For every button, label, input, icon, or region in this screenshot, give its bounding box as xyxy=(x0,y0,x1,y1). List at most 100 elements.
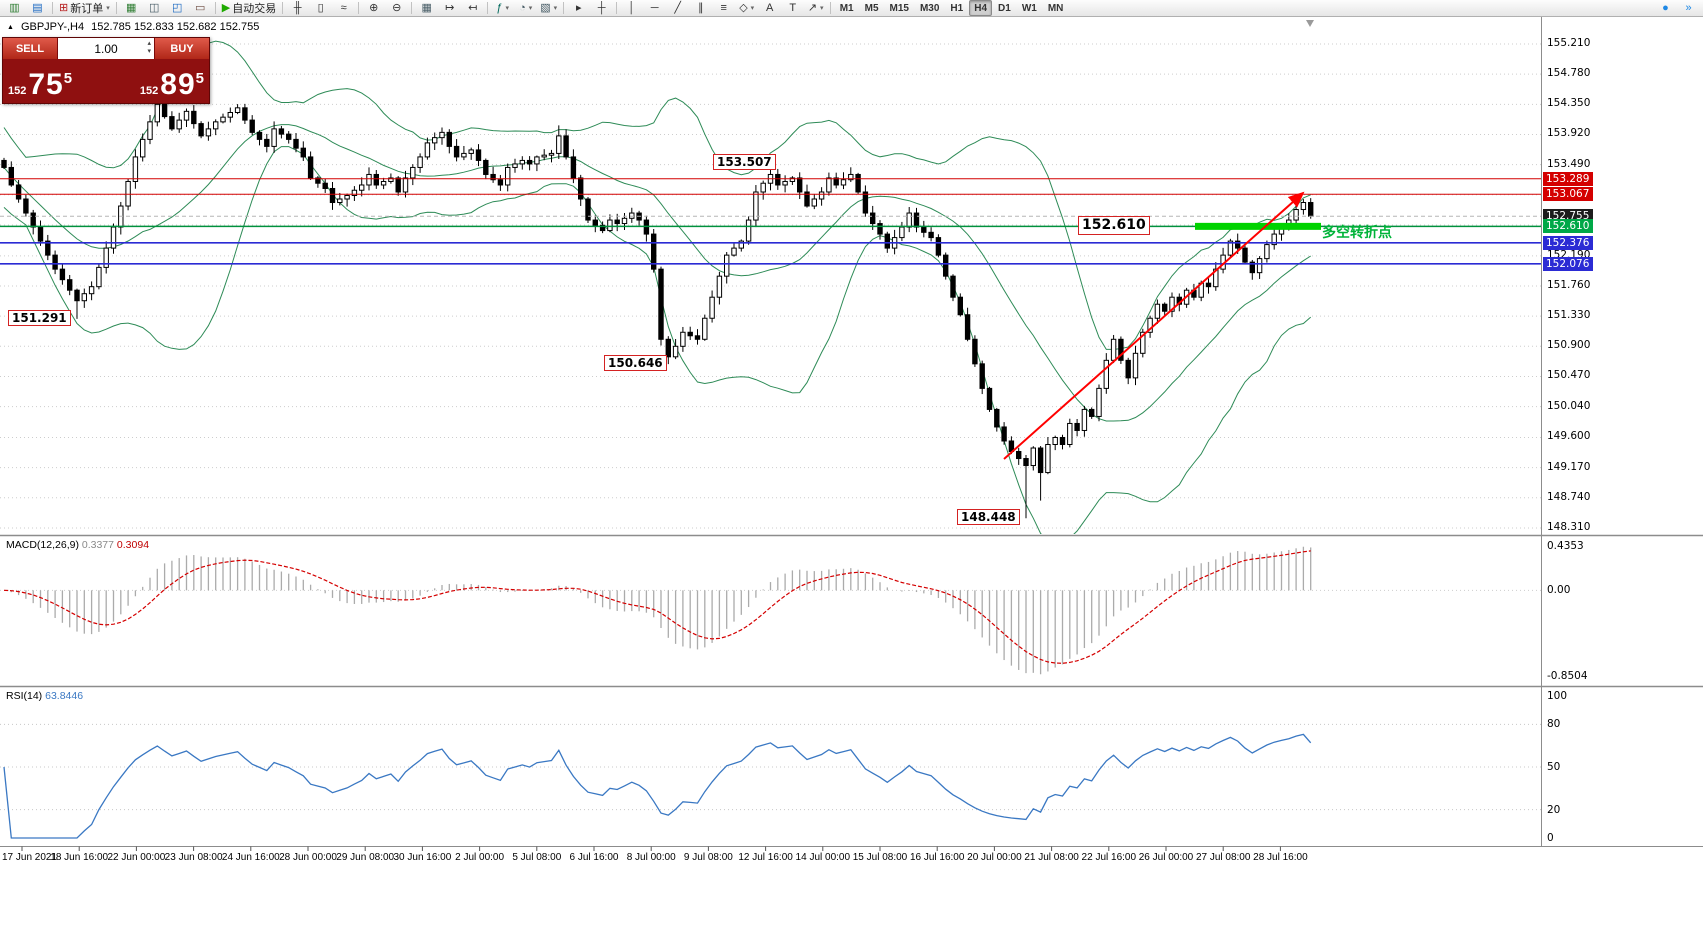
autotrade-button: ▶ xyxy=(221,1,231,14)
text-icon[interactable]: A xyxy=(758,0,781,17)
price-label-object[interactable]: 148.448 xyxy=(957,509,1020,526)
overflow-icon[interactable]: » xyxy=(1677,0,1700,17)
community-icon[interactable]: ● xyxy=(1654,0,1677,17)
tile-windows-icon[interactable]: ▦ xyxy=(415,0,438,17)
timeframe-button-d1[interactable]: D1 xyxy=(998,2,1011,14)
navigator-icon[interactable]: ◰ xyxy=(166,0,189,17)
price-label-object[interactable]: 150.646 xyxy=(604,355,667,372)
channel-icon[interactable]: ∥ xyxy=(689,0,712,17)
price-label-object[interactable]: 152.610 xyxy=(1078,216,1150,236)
time-label: 21 Jul 08:00 xyxy=(1024,852,1079,863)
new-chart-icon[interactable]: ▥ xyxy=(3,0,26,17)
chart-shift-icon: ↤ xyxy=(468,1,478,14)
arrows-icon[interactable]: ↗ ▾ xyxy=(804,0,827,17)
volume-field: ▴ ▾ xyxy=(57,38,155,59)
trendline-icon[interactable]: ╱ xyxy=(666,0,689,17)
chevron-down-icon: ▾ xyxy=(106,5,110,12)
vertical-line-icon[interactable]: │ xyxy=(620,0,643,17)
price-tick: 155.210 xyxy=(1547,37,1591,49)
terminal-icon: ▭ xyxy=(195,1,206,14)
trendline-object[interactable] xyxy=(1003,191,1305,460)
line-chart-icon[interactable]: ≈ xyxy=(332,0,355,17)
bid-price: 152755 xyxy=(8,68,73,101)
price-badge-153289: 153.289 xyxy=(1543,171,1593,186)
chart-title: ▲ GBPJPY-,H4 152.785 152.833 152.682 152… xyxy=(7,21,259,33)
toolbar-separator xyxy=(214,2,216,14)
timeframe-button-m5[interactable]: M5 xyxy=(864,2,879,14)
new-order-button[interactable]: ⊞ 新订单 ▾ xyxy=(56,0,113,17)
toolbar-separator xyxy=(830,2,832,14)
market-watch-icon: ▦ xyxy=(126,1,137,14)
time-label: 16 Jul 16:00 xyxy=(909,852,965,863)
macd-indicator-label: MACD(12,26,9) 0.3377 0.3094 xyxy=(6,539,150,551)
auto-scroll-icon[interactable]: ↦ xyxy=(438,0,461,17)
rsi-scale-20: 20 xyxy=(1547,803,1561,816)
time-label: 12 Jul 16:00 xyxy=(738,852,793,863)
price-tick: 153.920 xyxy=(1547,127,1591,140)
chart-shift-icon[interactable]: ↤ xyxy=(461,0,484,17)
data-window-icon[interactable]: ◫ xyxy=(143,0,166,17)
timeframe-button-h1[interactable]: H1 xyxy=(950,2,964,14)
bar-chart-icon[interactable]: ╫ xyxy=(286,0,309,17)
time-label: 27 Jul 08:00 xyxy=(1195,852,1251,863)
profiles-icon[interactable]: ▤ xyxy=(26,0,49,17)
terminal-icon[interactable]: ▭ xyxy=(189,0,212,17)
price-tick: 154.780 xyxy=(1547,67,1591,80)
autotrade-button[interactable]: ▶ 自动交易 xyxy=(219,0,279,17)
sell-button[interactable]: SELL xyxy=(3,38,57,59)
periods-icon[interactable]: ◔ ▾ xyxy=(514,0,537,17)
crosshair-icon[interactable]: ┼ xyxy=(590,0,613,17)
volume-increase-button[interactable]: ▴ xyxy=(147,40,151,47)
time-label: 14 Jul 00:00 xyxy=(795,852,851,863)
shapes-icon[interactable]: ◇ ▾ xyxy=(735,0,758,17)
symbol-period-label: GBPJPY-,H4 xyxy=(20,21,85,33)
rsi-indicator-label: RSI(14) 63.8446 xyxy=(6,690,84,702)
timeframe-button-m15[interactable]: M15 xyxy=(889,2,909,14)
bar-chart-icon: ╫ xyxy=(293,1,302,14)
time-label: 20 Jul 00:00 xyxy=(967,852,1022,863)
pivot-highlight-bar[interactable] xyxy=(1195,222,1321,230)
horizontal-line-icon: ─ xyxy=(650,1,659,14)
volume-decrease-button[interactable]: ▾ xyxy=(147,48,151,55)
cursor-icon: ▸ xyxy=(575,1,582,14)
time-label: 29 Jun 08:00 xyxy=(336,852,395,863)
profiles-icon: ▤ xyxy=(32,1,43,14)
toolbar-separator xyxy=(52,2,53,14)
price-label-object[interactable]: 153.507 xyxy=(713,154,776,171)
label-icon[interactable]: T xyxy=(781,0,804,17)
price-label-object[interactable]: 151.291 xyxy=(8,309,71,326)
timeframe-button-m30[interactable]: M30 xyxy=(919,2,940,14)
fibonacci-icon[interactable]: ≡ xyxy=(712,0,735,17)
macd-signal-line xyxy=(3,550,1311,664)
time-label: 9 Jul 08:00 xyxy=(683,852,733,863)
toolbar-separator xyxy=(616,2,618,14)
cursor-icon[interactable]: ▸ xyxy=(567,0,590,17)
horizontal-line-icon[interactable]: ─ xyxy=(643,0,666,17)
timeframe-button-mn[interactable]: MN xyxy=(1047,2,1064,14)
chevron-down-icon: ▾ xyxy=(750,5,755,12)
zoom-out-icon[interactable]: ⊖ xyxy=(385,0,408,17)
indicators-icon[interactable]: ƒ ▾ xyxy=(491,0,514,17)
buy-button[interactable]: BUY xyxy=(155,38,209,59)
time-label: 28 Jul 16:00 xyxy=(1253,852,1308,863)
one-click-trading-widget[interactable]: SELL ▴ ▾ BUY 152755 152895 xyxy=(2,37,210,104)
volume-input[interactable] xyxy=(75,40,137,57)
zoom-in-icon[interactable]: ⊕ xyxy=(362,0,385,17)
candlestick-icon[interactable]: ▯ xyxy=(309,0,332,17)
templates-icon[interactable]: ▧ ▾ xyxy=(537,0,560,17)
market-watch-icon[interactable]: ▦ xyxy=(120,0,143,17)
price-tick: 149.170 xyxy=(1547,460,1591,473)
price-badge-152376: 152.376 xyxy=(1543,235,1593,250)
macd-scale-bottom: -0.8504 xyxy=(1547,670,1588,682)
timeframe-button-m1[interactable]: M1 xyxy=(839,2,854,14)
timeframe-button-h4[interactable]: H4 xyxy=(969,0,993,16)
timeframe-button-w1[interactable]: W1 xyxy=(1021,2,1037,14)
time-label: 23 Jun 08:00 xyxy=(164,852,223,863)
time-label: 18 Jun 16:00 xyxy=(50,852,109,863)
annotation-text[interactable]: 多空转折点 xyxy=(1322,224,1392,240)
rsi-scale-50: 50 xyxy=(1547,761,1561,773)
chart-shift-marker[interactable] xyxy=(1306,20,1314,27)
navigator-icon: ◰ xyxy=(172,1,183,14)
trendline-icon: ╱ xyxy=(674,1,682,14)
